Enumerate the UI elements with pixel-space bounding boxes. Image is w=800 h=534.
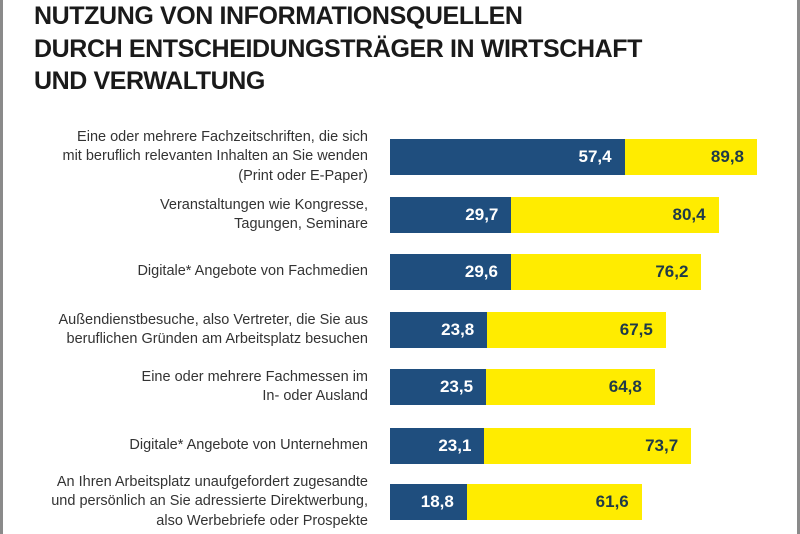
category-label-line: beruflichen Gründen am Arbeitsplatz besu… xyxy=(66,331,368,347)
yellow-value-label: 76,2 xyxy=(655,262,689,281)
yellow-value-label: 67,5 xyxy=(619,320,653,339)
category-label-line: Eine oder mehrere Fachmessen im xyxy=(141,368,368,385)
title-line: NUTZUNG VON INFORMATIONSQUELLEN xyxy=(34,2,523,30)
category-label-line: Digitale* Angebote von Unternehmen xyxy=(129,437,368,454)
yellow-value-label: 64,8 xyxy=(608,377,642,396)
category-label-line: Außendienstbesuche, also Vertreter, die … xyxy=(58,311,368,328)
blue-bar xyxy=(390,312,488,348)
blue-bar xyxy=(390,369,487,405)
chart-title: NUTZUNG VON INFORMATIONSQUELLEN DURCH EN… xyxy=(34,0,642,98)
blue-value-label: 18,8 xyxy=(420,492,454,511)
category-label-line: Eine oder mehrere Fachzeitschriften, die… xyxy=(77,128,368,145)
blue-bar xyxy=(390,428,485,464)
category-label-line: (Print oder E-Paper) xyxy=(238,167,368,184)
yellow-value-label: 80,4 xyxy=(672,205,706,224)
category-label: Digitale* Angebote von Unternehmen xyxy=(8,436,368,456)
yellow-value-label: 61,6 xyxy=(595,492,629,511)
blue-value-label: 29,6 xyxy=(464,262,498,281)
blue-bar xyxy=(390,197,512,233)
title-line: DURCH ENTSCHEIDUNGSTRÄGER IN WIRTSCHAFT xyxy=(34,34,642,63)
blue-value-label: 23,1 xyxy=(438,436,472,455)
title-line: UND VERWALTUNG xyxy=(34,67,265,95)
category-label-line: Veranstaltungen wie Kongresse, xyxy=(160,196,368,213)
category-label: An Ihren Arbeitsplatz unaufgefordert zug… xyxy=(8,473,368,532)
blue-value-label: 57,4 xyxy=(578,147,612,166)
category-label: Eine oder mehrere Fachzeitschriften, die… xyxy=(8,128,369,187)
category-label: Veranstaltungen wie Kongresse, Tagungen, … xyxy=(8,196,368,235)
category-label: Außendienstbesuche, also Vertreter, die … xyxy=(8,311,368,350)
yellow-value-label: 73,7 xyxy=(645,436,679,455)
blue-value-label: 29,7 xyxy=(465,205,499,224)
category-label-line: Tagungen, Seminare xyxy=(234,216,368,232)
yellow-value-label: 89,8 xyxy=(710,147,744,166)
category-label-line: mit beruflich relevanten Inhalten an Sie… xyxy=(62,148,369,165)
category-label-line: In- oder Ausland xyxy=(262,388,368,404)
category-label: Digitale* Angebote von Fachmedien xyxy=(8,262,368,282)
category-label: Eine oder mehrere Fachmessen im In- oder … xyxy=(8,368,368,407)
category-label-line: Digitale* Angebote von Fachmedien xyxy=(137,263,368,280)
category-label-line: und persönlich an Sie adressierte Direkt… xyxy=(51,493,368,510)
category-label-line: also Werbebriefe oder Prospekte xyxy=(156,512,368,529)
category-label-line: An Ihren Arbeitsplatz unaufgefordert zug… xyxy=(56,473,368,490)
blue-bar xyxy=(390,484,467,520)
blue-bar xyxy=(390,254,511,290)
blue-value-label: 23,5 xyxy=(439,377,474,396)
blue-bar xyxy=(390,139,625,175)
blue-value-label: 23,8 xyxy=(441,320,475,339)
